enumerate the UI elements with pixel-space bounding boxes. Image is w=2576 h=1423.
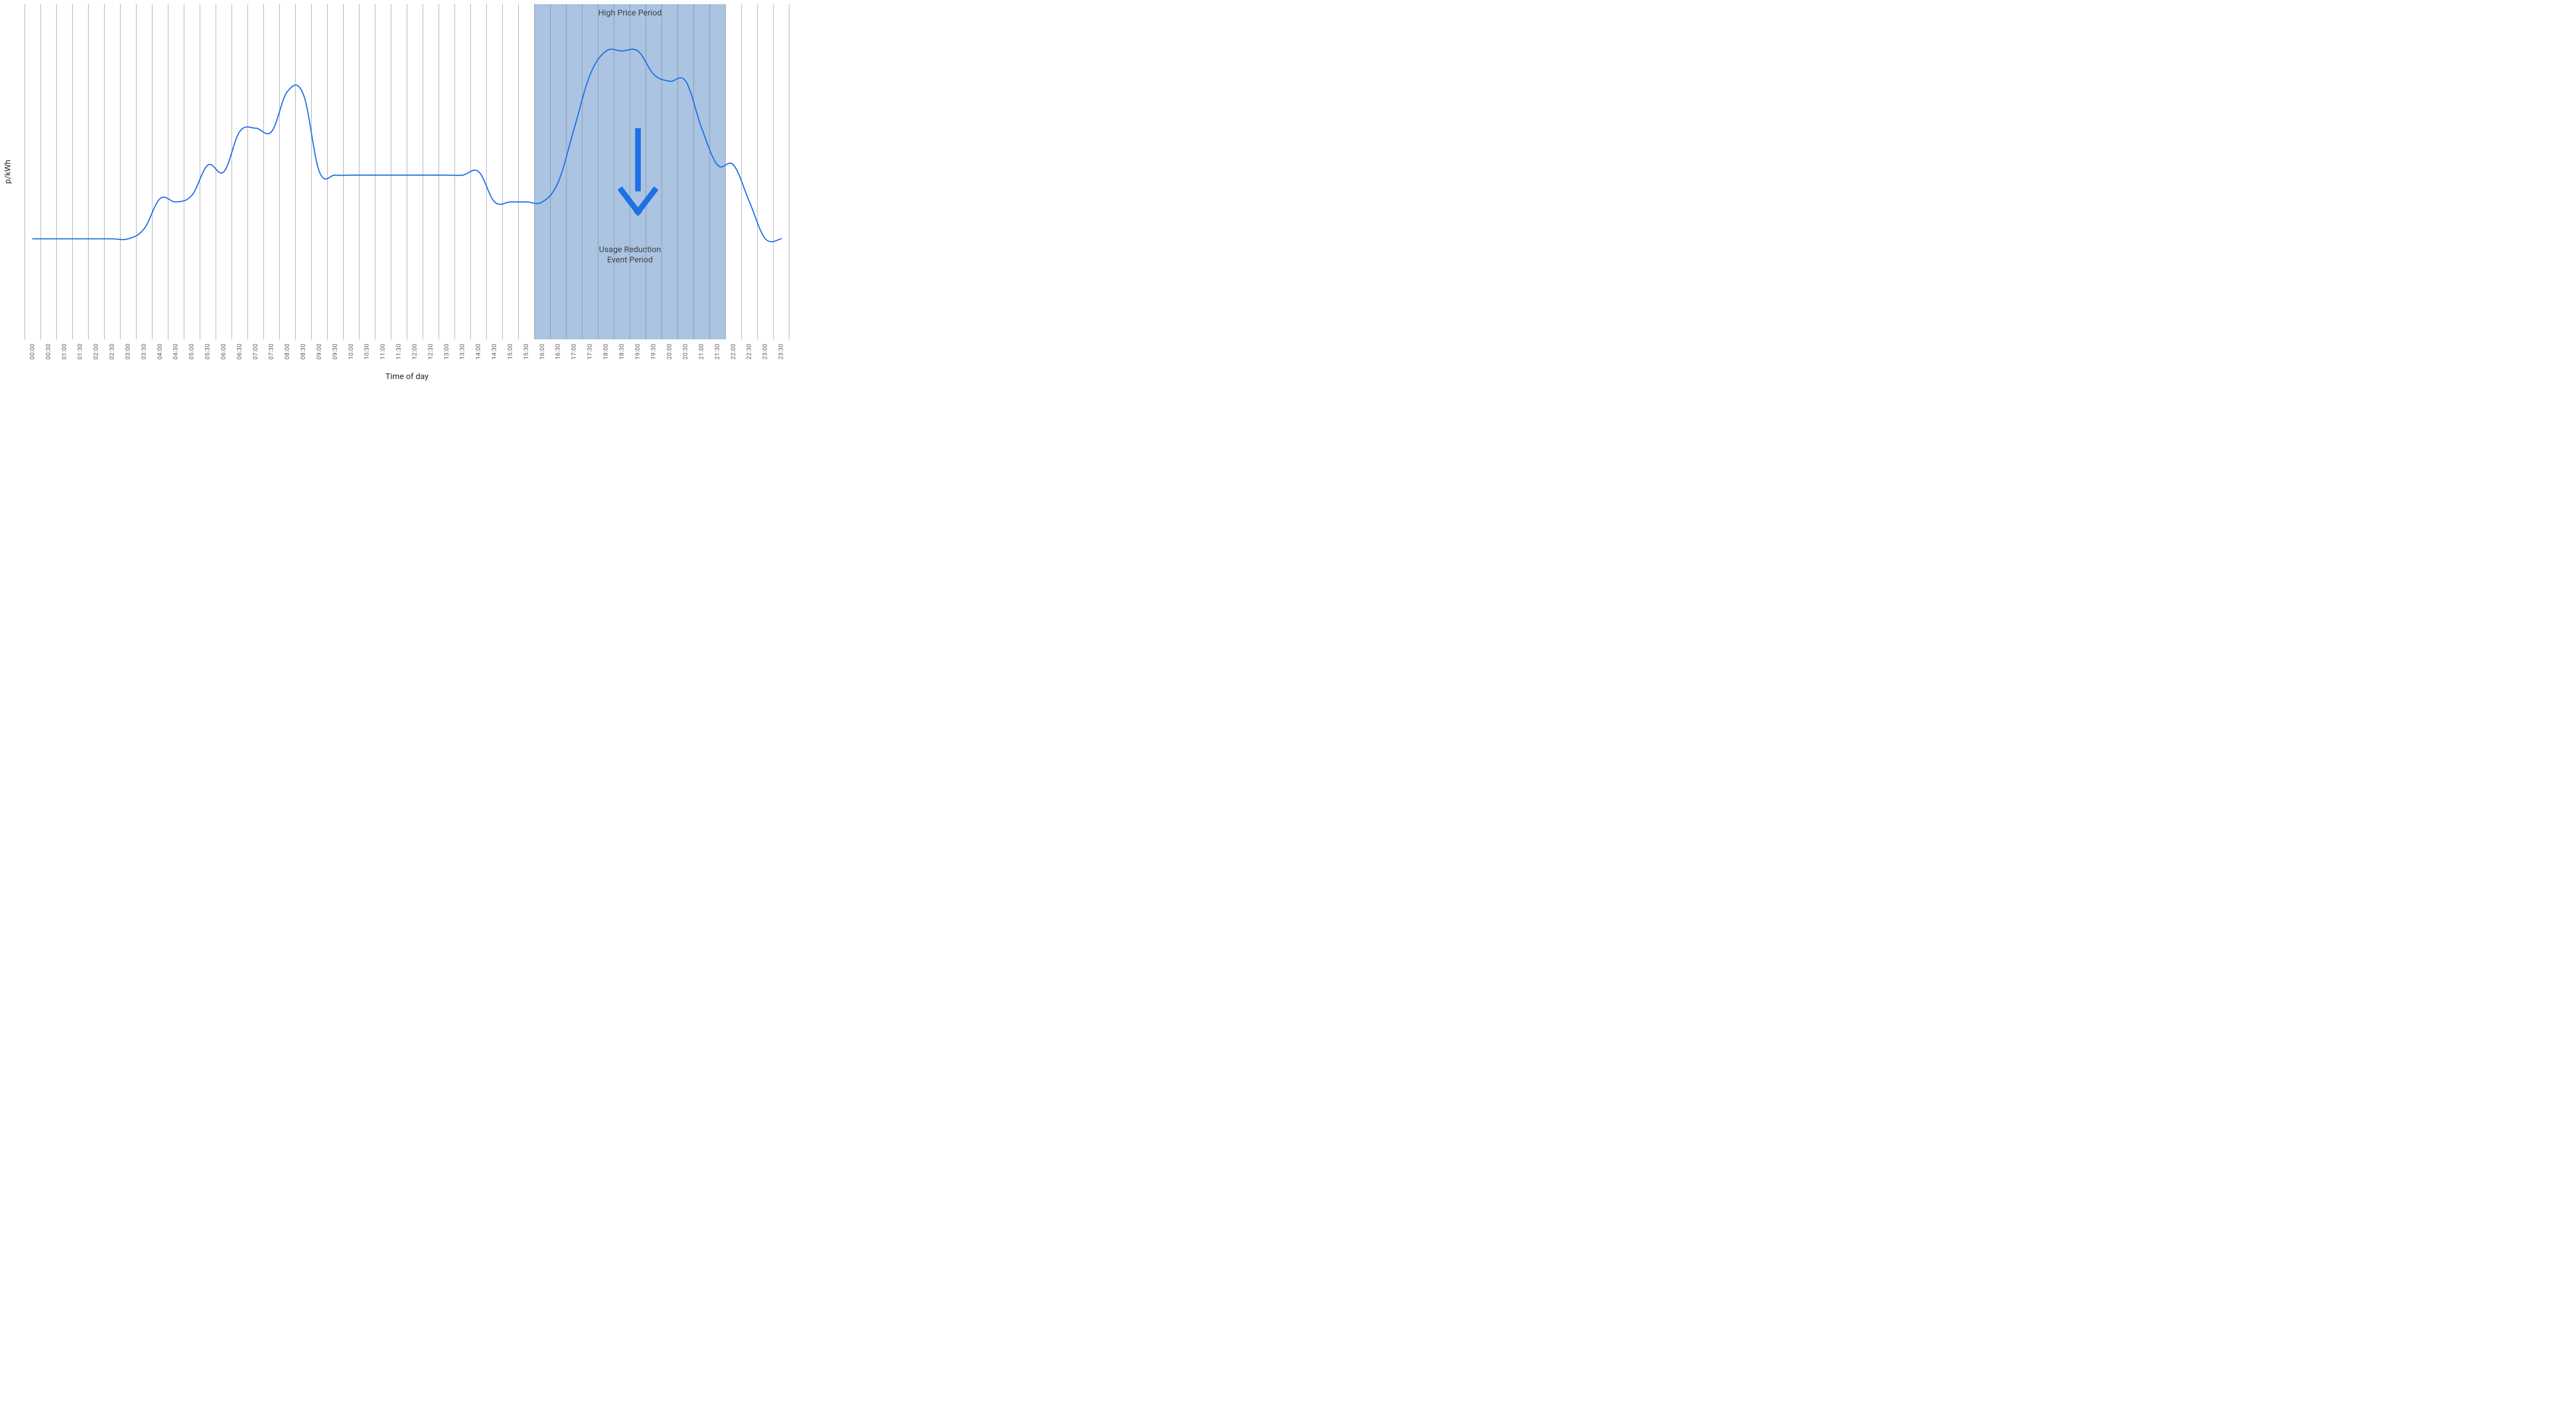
- x-tick-label: 12:00: [411, 344, 418, 359]
- usage-reduction-label: Usage Reduction: [599, 245, 661, 254]
- x-tick-label: 20:30: [682, 344, 689, 359]
- x-tick-label: 21:00: [698, 344, 705, 359]
- x-tick-label: 04:30: [172, 344, 179, 359]
- x-tick-label: 23:00: [761, 344, 769, 359]
- x-tick-label: 14:00: [474, 344, 482, 359]
- x-tick-label: 10:30: [363, 344, 370, 359]
- x-tick-label: 19:30: [650, 344, 657, 359]
- x-tick-label: 07:00: [251, 344, 259, 359]
- x-tick-label: 01:30: [76, 344, 83, 359]
- x-tick-label: 09:00: [315, 344, 323, 359]
- price-chart: 00:00 00:30 01:00 01:30 02:00 02:30 03:00 03:30…: [0, 0, 793, 384]
- chart-svg: 00:00 00:30 01:00 01:30 02:00 02:30 03:00 03:30…: [0, 0, 793, 384]
- y-axis-title: p/kWh: [3, 160, 12, 184]
- x-tick-label: 11:00: [379, 344, 386, 359]
- x-tick-label: 15:30: [522, 344, 530, 359]
- x-tick-label: 06:30: [235, 344, 243, 359]
- x-tick-label: 01:00: [60, 344, 67, 359]
- x-tick-label: 22:30: [745, 344, 753, 359]
- x-tick-label: 02:30: [108, 344, 115, 359]
- x-tick-label: 10:00: [347, 344, 354, 359]
- x-tick-label: 19:00: [634, 344, 641, 359]
- x-tick-label: 06:00: [219, 344, 227, 359]
- x-tick-label: 17:00: [570, 344, 578, 359]
- x-tick-label: 13:30: [459, 344, 466, 359]
- x-tick-label: 07:30: [267, 344, 275, 359]
- high-price-label: High Price Period: [598, 8, 662, 18]
- x-tick-label: 18:00: [602, 344, 609, 359]
- x-tick-label: 05:30: [204, 344, 211, 359]
- x-tick-label: 02:00: [92, 344, 99, 359]
- x-tick-label: 05:00: [188, 344, 195, 359]
- x-tick-label: 15:00: [506, 344, 514, 359]
- x-tick-label: 16:00: [538, 344, 546, 359]
- x-tick-label: 03:00: [124, 344, 131, 359]
- x-tick-label: 21:30: [714, 344, 721, 359]
- x-tick-label: 18:30: [618, 344, 625, 359]
- x-tick-label: 03:30: [140, 344, 147, 359]
- x-tick-label: 20:00: [666, 344, 673, 359]
- x-tick-label: 13:00: [443, 344, 450, 359]
- x-tick-label: 17:30: [586, 344, 594, 359]
- x-axis-title: Time of day: [385, 371, 429, 381]
- x-tick-label: 00:00: [28, 344, 36, 359]
- usage-reduction-label: Event Period: [607, 255, 653, 265]
- x-tick-label: 14:30: [490, 344, 498, 359]
- x-tick-label: 00:30: [44, 344, 52, 359]
- x-tick-label: 23:30: [777, 344, 785, 359]
- x-tick-label: 16:30: [554, 344, 562, 359]
- x-tick-label: 08:00: [283, 344, 291, 359]
- x-tick-label: 11:30: [395, 344, 402, 359]
- x-tick-label: 12:30: [427, 344, 434, 359]
- x-tick-label: 22:00: [730, 344, 737, 359]
- x-tick-label: 08:30: [299, 344, 307, 359]
- x-tick-label: 04:00: [156, 344, 163, 359]
- x-tick-label: 09:30: [331, 344, 338, 359]
